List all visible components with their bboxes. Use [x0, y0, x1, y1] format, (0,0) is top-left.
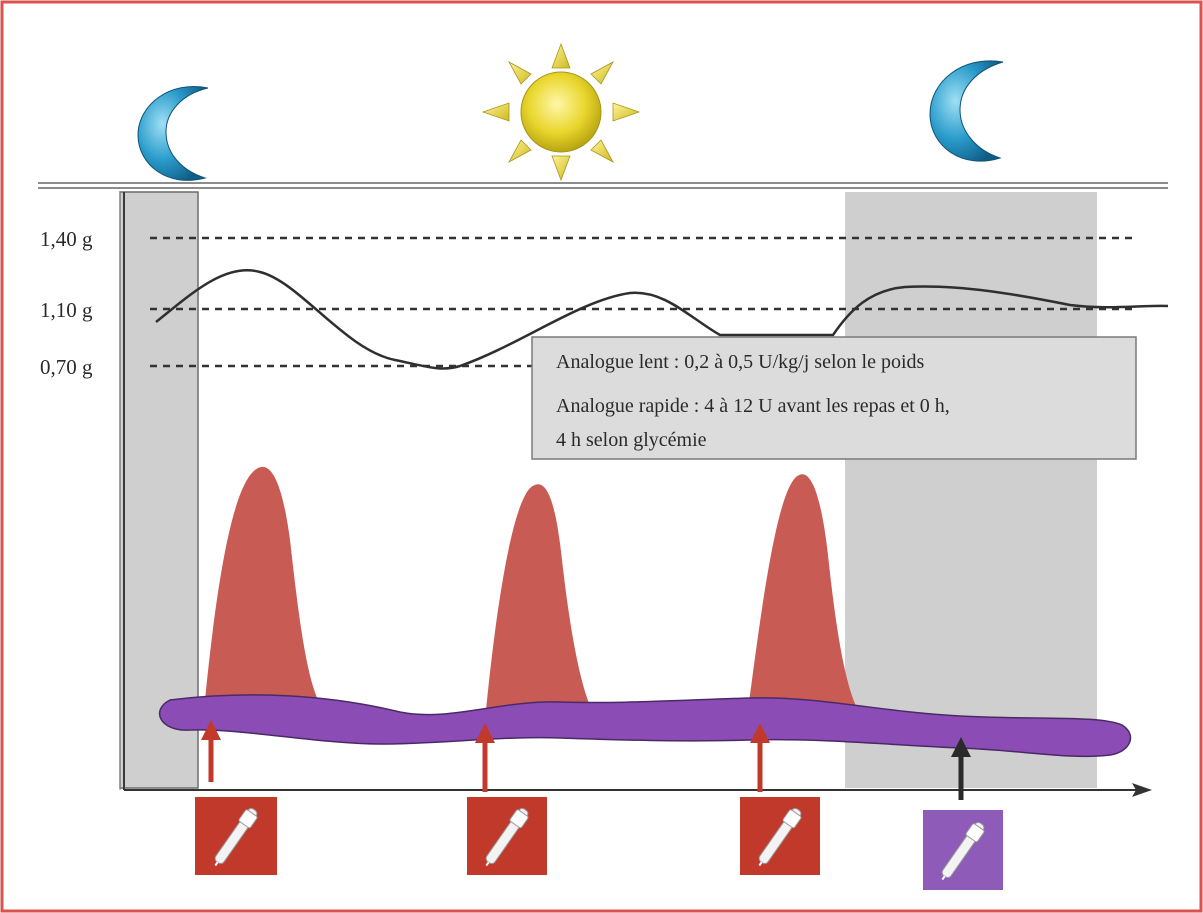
- x-axis: [124, 783, 1152, 797]
- rapid-injection-arrow-1: [201, 720, 221, 782]
- threshold-label-0-70: 0,70 g: [40, 355, 93, 379]
- insulin-pen-icon: [485, 807, 529, 867]
- sun-icon: [481, 42, 641, 182]
- rapid-pen-box-3: [740, 797, 820, 875]
- night-shade-left: [119, 191, 199, 789]
- threshold-line-1-40: 1,40 g: [40, 227, 1132, 251]
- slow-pen-box: [923, 810, 1003, 890]
- threshold-line-1-10: 1,10 g: [40, 298, 1132, 322]
- top-band: [38, 182, 1168, 189]
- slow-insulin-band: [158, 694, 1132, 758]
- moon-icon: [929, 60, 1004, 162]
- rapid-insulin-peak-3: [748, 474, 858, 710]
- y-axis: [119, 192, 125, 790]
- info-line-slow-analog: Analogue lent : 0,2 à 0,5 U/kg/j selon l…: [556, 351, 924, 373]
- rapid-insulin-peak-2: [486, 484, 592, 710]
- threshold-line-0-70: 0,70 g: [40, 355, 540, 379]
- insulin-pen-icon: [758, 807, 802, 867]
- threshold-label-1-10: 1,10 g: [40, 298, 93, 322]
- rapid-pen-box-2: [467, 797, 547, 875]
- dosing-info-box: Analogue lent : 0,2 à 0,5 U/kg/j selon l…: [531, 336, 1137, 460]
- slow-injection-arrow: [951, 737, 971, 800]
- night-shade-right: [845, 192, 1097, 788]
- moon-icon: [137, 86, 209, 181]
- glucose-curve: [155, 269, 1169, 370]
- rapid-injection-arrow-2: [475, 723, 495, 792]
- info-line-rapid-analog: Analogue rapide : 4 à 12 U avant les rep…: [556, 395, 950, 417]
- rapid-pen-box-1: [195, 797, 277, 875]
- info-line-glycemia: 4 h selon glycémie: [556, 429, 707, 451]
- rapid-injection-arrow-3: [750, 723, 770, 792]
- rapid-insulin-peak-1: [205, 466, 318, 700]
- insulin-pen-icon: [941, 821, 985, 881]
- insulin-pen-icon: [214, 807, 258, 867]
- threshold-label-1-40: 1,40 g: [40, 227, 93, 251]
